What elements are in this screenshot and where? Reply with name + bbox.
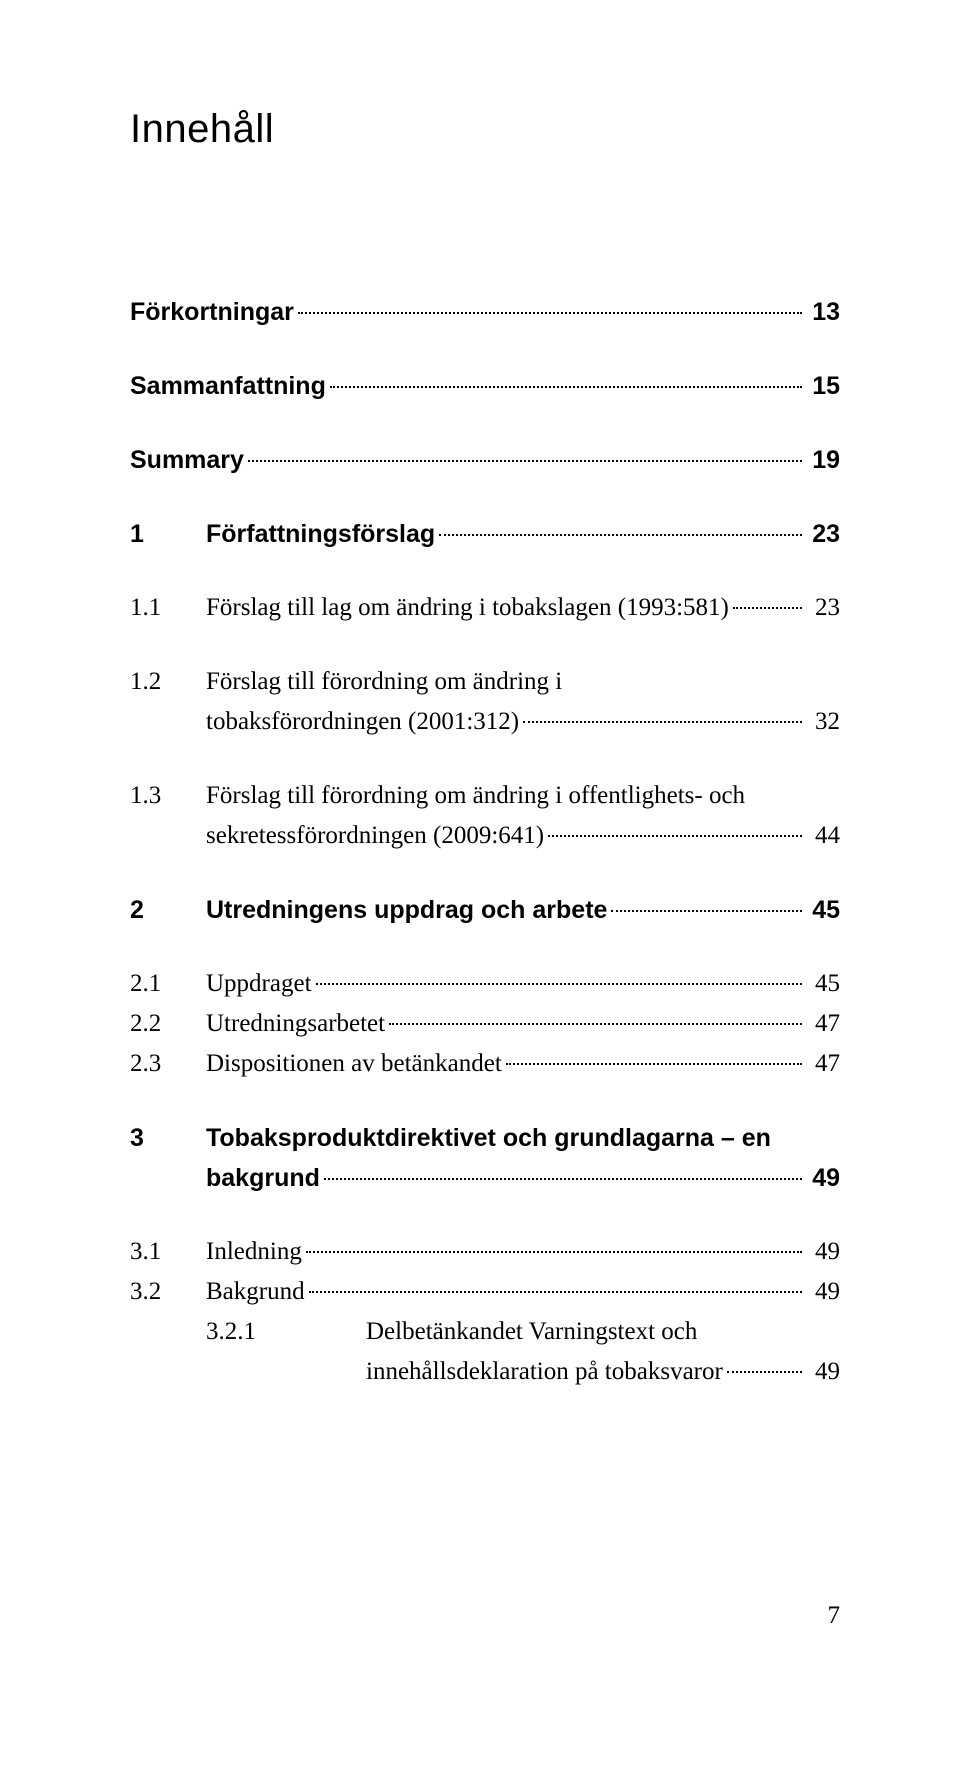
dot-leader bbox=[733, 607, 802, 609]
toc-num: 2 bbox=[130, 890, 206, 930]
dot-leader bbox=[324, 1178, 802, 1180]
toc-text: Summary bbox=[130, 440, 244, 480]
toc-section-3-2-1: 3.2.1 Delbetänkandet Varningstext och in… bbox=[130, 1312, 840, 1392]
toc-page: 49 bbox=[806, 1272, 840, 1312]
dot-leader bbox=[306, 1251, 802, 1253]
toc-num: 2.3 bbox=[130, 1044, 206, 1084]
toc-section-2-1: 2.1 Uppdraget 45 bbox=[130, 964, 840, 1004]
toc-num: 1 bbox=[130, 514, 206, 554]
dot-leader bbox=[330, 386, 802, 388]
toc-section-1-3: 1.3 Förslag till förordning om ändring i… bbox=[130, 776, 840, 856]
toc-section-1: 1 Författningsförslag 23 bbox=[130, 514, 840, 554]
toc-text: Förkortningar bbox=[130, 292, 294, 332]
toc-text: Dispositionen av betänkandet bbox=[206, 1044, 502, 1084]
dot-leader bbox=[298, 312, 802, 314]
footer-page-number: 7 bbox=[130, 1602, 840, 1630]
toc-section-2: 2 Utredningens uppdrag och arbete 45 bbox=[130, 890, 840, 930]
toc-page: 19 bbox=[806, 440, 840, 480]
dot-leader bbox=[439, 534, 802, 536]
toc-num: 3 bbox=[130, 1118, 206, 1158]
toc-text: bakgrund bbox=[206, 1158, 320, 1198]
toc-section-3: 3 Tobaksproduktdirektivet och grundlagar… bbox=[130, 1118, 840, 1198]
toc-section-2-2: 2.2 Utredningsarbetet 47 bbox=[130, 1004, 840, 1044]
toc-page: 49 bbox=[806, 1232, 840, 1272]
toc-page: 23 bbox=[806, 514, 840, 554]
dot-leader bbox=[316, 983, 802, 985]
dot-leader bbox=[506, 1063, 802, 1065]
page-title: Innehåll bbox=[130, 107, 840, 152]
toc-text: Författningsförslag bbox=[206, 514, 435, 554]
toc-num: 1.2 bbox=[130, 662, 206, 702]
toc-section-2-3: 2.3 Dispositionen av betänkandet 47 bbox=[130, 1044, 840, 1084]
toc-page: 15 bbox=[806, 366, 840, 406]
dot-leader bbox=[523, 721, 802, 723]
toc-num: 3.2 bbox=[130, 1272, 206, 1312]
toc-page: 45 bbox=[806, 964, 840, 1004]
toc-text: tobaksförordningen (2001:312) bbox=[206, 702, 519, 742]
toc-summary: Summary 19 bbox=[130, 440, 840, 480]
toc-page: 49 bbox=[806, 1352, 840, 1392]
toc-forkortningar: Förkortningar 13 bbox=[130, 292, 840, 332]
toc-section-3-1: 3.1 Inledning 49 bbox=[130, 1232, 840, 1272]
toc-page: 44 bbox=[806, 816, 840, 856]
toc-page: 49 bbox=[806, 1158, 840, 1198]
dot-leader bbox=[309, 1291, 802, 1293]
toc-text: Sammanfattning bbox=[130, 366, 326, 406]
dot-leader bbox=[389, 1023, 802, 1025]
toc-text: Förslag till lag om ändring i tobakslage… bbox=[206, 588, 729, 628]
toc-text: Utredningens uppdrag och arbete bbox=[206, 890, 607, 930]
toc-section-1-1: 1.1 Förslag till lag om ändring i tobaks… bbox=[130, 588, 840, 628]
toc-section-3-2: 3.2 Bakgrund 49 bbox=[130, 1272, 840, 1312]
toc-text: Tobaksproduktdirektivet och grundlagarna… bbox=[206, 1118, 771, 1158]
toc-text: Bakgrund bbox=[206, 1272, 305, 1312]
toc-num: 2.1 bbox=[130, 964, 206, 1004]
toc-page: 45 bbox=[806, 890, 840, 930]
dot-leader bbox=[727, 1371, 802, 1373]
toc-num: 1.1 bbox=[130, 588, 206, 628]
toc-page: 47 bbox=[806, 1004, 840, 1044]
toc-text: innehållsdeklaration på tobaksvaror bbox=[366, 1352, 723, 1392]
dot-leader bbox=[548, 835, 802, 837]
toc-page: 23 bbox=[806, 588, 840, 628]
toc-section-1-2: 1.2 Förslag till förordning om ändring i… bbox=[130, 662, 840, 742]
toc-text: Förslag till förordning om ändring i bbox=[206, 662, 562, 702]
toc-num: 2.2 bbox=[130, 1004, 206, 1044]
toc-page: 47 bbox=[806, 1044, 840, 1084]
toc-text: Utredningsarbetet bbox=[206, 1004, 385, 1044]
toc-num: 3.1 bbox=[130, 1232, 206, 1272]
toc-text: Förslag till förordning om ändring i off… bbox=[206, 776, 745, 816]
toc-text: Inledning bbox=[206, 1232, 302, 1272]
toc-text: Delbetänkandet Varningstext och bbox=[366, 1312, 697, 1352]
toc-sammanfattning: Sammanfattning 15 bbox=[130, 366, 840, 406]
toc-page: 32 bbox=[806, 702, 840, 742]
dot-leader bbox=[611, 910, 802, 912]
dot-leader bbox=[248, 460, 802, 462]
toc-text: Uppdraget bbox=[206, 964, 312, 1004]
toc-text: sekretessförordningen (2009:641) bbox=[206, 816, 544, 856]
toc-page: 13 bbox=[806, 292, 840, 332]
toc-num: 1.3 bbox=[130, 776, 206, 816]
toc-num: 3.2.1 bbox=[130, 1312, 366, 1352]
